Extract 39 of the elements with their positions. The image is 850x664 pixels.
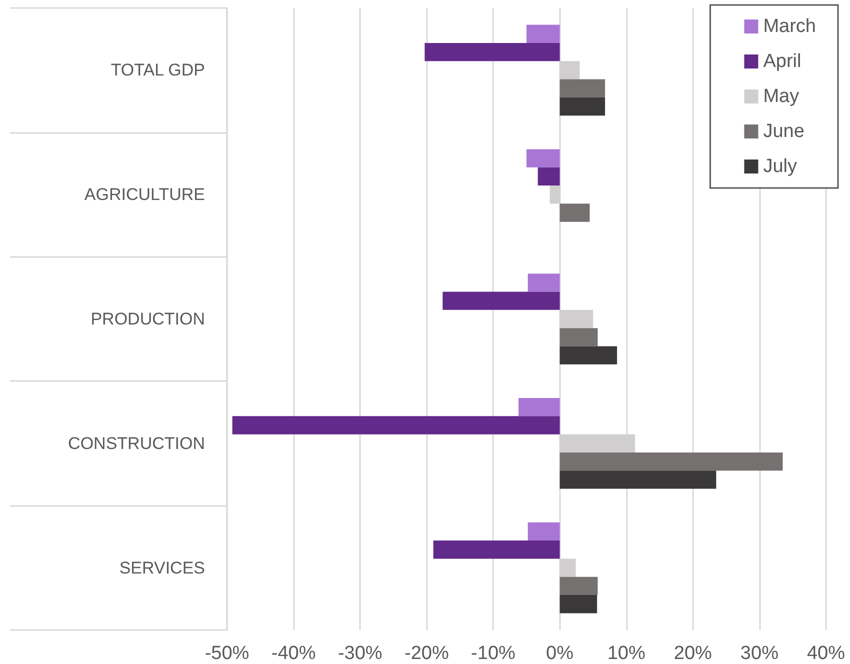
bar bbox=[560, 97, 606, 116]
bar bbox=[560, 328, 598, 346]
x-tick-label: -50% bbox=[204, 643, 250, 664]
bar bbox=[560, 595, 598, 614]
y-tick-label: TOTAL GDP bbox=[110, 60, 205, 80]
y-tick-label: SERVICES bbox=[119, 558, 205, 578]
x-tick-label: 0% bbox=[546, 643, 574, 664]
x-tick-label: 10% bbox=[607, 643, 646, 664]
x-tick-label: 40% bbox=[806, 643, 846, 664]
bar bbox=[518, 398, 560, 416]
y-tick-label: CONSTRUCTION bbox=[68, 434, 205, 453]
x-tick-label: -10% bbox=[471, 643, 516, 664]
bar bbox=[442, 292, 560, 310]
bar bbox=[424, 42, 560, 62]
bar bbox=[560, 204, 590, 222]
bar bbox=[560, 576, 598, 596]
bar bbox=[560, 79, 606, 98]
bar bbox=[560, 452, 783, 471]
legend-label: May bbox=[763, 86, 800, 107]
legend-label: June bbox=[763, 121, 804, 142]
x-tick-label: 20% bbox=[674, 643, 712, 664]
bar bbox=[528, 522, 560, 541]
bar bbox=[433, 540, 560, 559]
x-tick-label: 30% bbox=[740, 643, 779, 664]
bar bbox=[526, 149, 560, 168]
legend-label: April bbox=[763, 51, 802, 72]
y-tick-label: AGRICULTURE bbox=[84, 185, 205, 204]
bar bbox=[560, 470, 716, 489]
x-tick-label: -40% bbox=[271, 643, 316, 664]
x-tick-label: -30% bbox=[338, 643, 382, 664]
bar bbox=[538, 167, 560, 186]
bar bbox=[526, 24, 560, 43]
bar bbox=[232, 416, 560, 434]
legend-label: July bbox=[763, 156, 798, 177]
y-tick-label: PRODUCTION bbox=[90, 310, 205, 328]
legend-label: March bbox=[763, 16, 816, 37]
bar bbox=[528, 274, 560, 292]
bar bbox=[560, 346, 618, 364]
x-tick-label: -20% bbox=[404, 643, 449, 664]
